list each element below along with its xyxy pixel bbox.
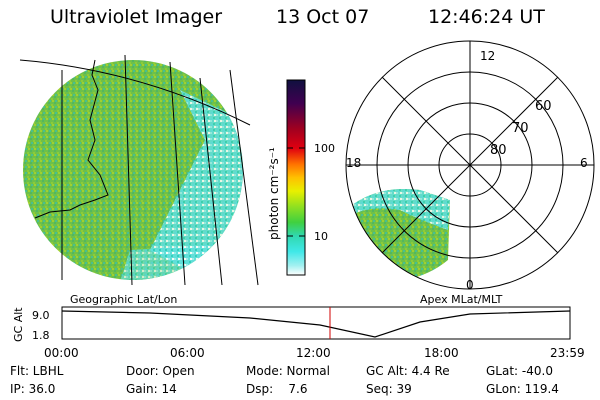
altitude-xtick-0600: 06:00 bbox=[170, 346, 205, 360]
altitude-ytick-low: 1.8 bbox=[32, 329, 50, 342]
mlt-label-0: 0 bbox=[466, 278, 474, 292]
colorbar-unit-label: photon cm⁻²s⁻¹ bbox=[267, 147, 281, 240]
filter-info: Flt: LBHL bbox=[10, 364, 64, 378]
gc-alt-info: GC Alt: 4.4 Re bbox=[366, 364, 450, 378]
altitude-xtick-1800: 18:00 bbox=[424, 346, 459, 360]
glon-info: GLon: 119.4 bbox=[486, 382, 559, 396]
mlat-label-70: 70 bbox=[512, 121, 529, 136]
altitude-xtick-0000: 00:00 bbox=[44, 346, 79, 360]
instrument-title: Ultraviolet Imager bbox=[50, 6, 223, 28]
gain-info: Gain: 14 bbox=[126, 382, 177, 396]
mode-info: Mode: Normal bbox=[246, 364, 330, 378]
seq-info: Seq: 39 bbox=[366, 382, 412, 396]
dsp-info: Dsp: 7.6 bbox=[246, 382, 308, 396]
mlt-label-6: 6 bbox=[580, 156, 588, 170]
geographic-image bbox=[19, 54, 259, 286]
altitude-plot-frame bbox=[61, 306, 571, 340]
glat-info: GLat: -40.0 bbox=[486, 364, 553, 378]
geo-map-label: Geographic Lat/Lon bbox=[70, 293, 177, 306]
mlat-label-60: 60 bbox=[535, 99, 552, 114]
altitude-ytick-high: 9.0 bbox=[32, 309, 50, 322]
ip-info: IP: 36.0 bbox=[10, 382, 56, 396]
colorbar bbox=[286, 79, 306, 276]
polar-label: Apex MLat/MLT bbox=[420, 293, 503, 306]
mlt-label-12: 12 bbox=[480, 49, 495, 63]
altitude-ylabel: GC Alt bbox=[12, 307, 25, 342]
polar-grid bbox=[345, 40, 595, 290]
altitude-xtick-1200: 12:00 bbox=[296, 346, 331, 360]
mlt-label-18: 18 bbox=[346, 156, 361, 170]
altitude-curve bbox=[61, 310, 571, 338]
mlat-label-80: 80 bbox=[490, 143, 507, 158]
colorbar-tick-100: 100 bbox=[314, 142, 335, 155]
date-label: 13 Oct 07 bbox=[276, 6, 370, 28]
altitude-xtick-2359: 23:59 bbox=[550, 346, 585, 360]
colorbar-tick-10: 10 bbox=[314, 230, 328, 243]
time-label: 12:46:24 UT bbox=[428, 6, 545, 28]
door-info: Door: Open bbox=[126, 364, 195, 378]
